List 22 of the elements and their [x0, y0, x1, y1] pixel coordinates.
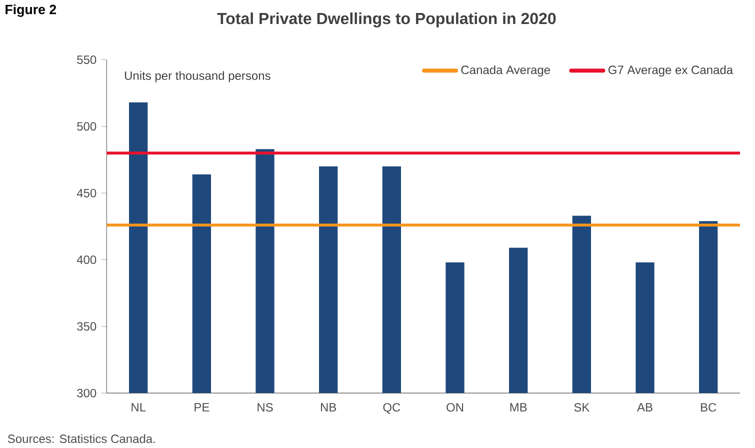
x-tick-label: MB [510, 403, 527, 412]
source-note: Sources: Statistics Canada. [8, 434, 155, 444]
x-tick-label: QC [383, 403, 400, 414]
legend-label: Canada Average [461, 65, 550, 77]
caption: Figure 2 [6, 4, 56, 18]
x-tick-label: ON [446, 403, 464, 412]
x-tick-label: NL [132, 403, 146, 412]
y-tick-label: 400 [76, 256, 96, 264]
chart-title: Total Private Dwellings to Population in 2020 [217, 12, 556, 28]
legend-label: G7 Average ex Canada [608, 65, 734, 77]
y-tick-label: 300 [77, 388, 96, 398]
x-tick-label: NB [320, 403, 336, 412]
y-tick-label: 500 [77, 122, 96, 131]
x-tick-label: NS [258, 403, 273, 412]
y-tick-label: 450 [76, 188, 96, 198]
x-tick-label: SK [574, 403, 590, 412]
x-tick-label: BC [700, 403, 716, 412]
y-tick-label: 350 [77, 322, 96, 331]
y-axis-title: Units per thousand persons [124, 71, 270, 82]
x-tick-label: AB [637, 403, 652, 412]
y-tick-label: 550 [77, 56, 96, 64]
x-tick-label: PE [194, 403, 210, 412]
